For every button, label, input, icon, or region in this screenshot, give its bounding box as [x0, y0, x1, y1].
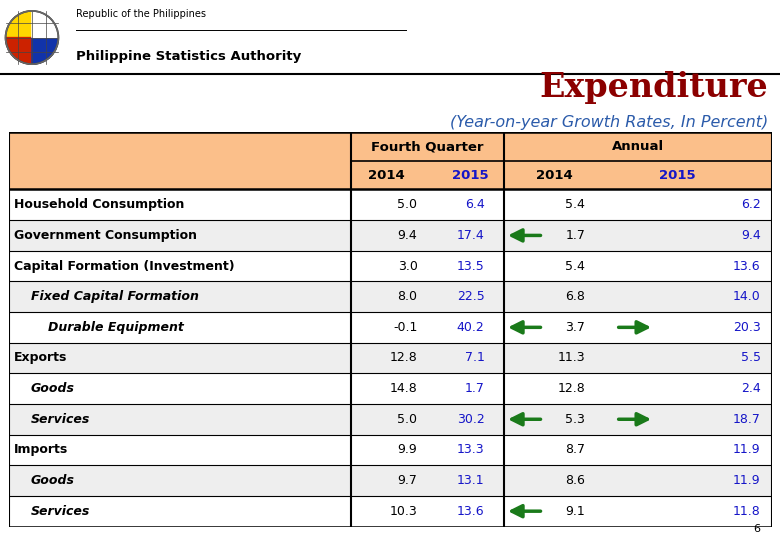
- Text: Capital Formation (Investment): Capital Formation (Investment): [14, 260, 235, 273]
- Text: 11.8: 11.8: [733, 505, 760, 518]
- Bar: [9, 251, 772, 281]
- Text: 5.4: 5.4: [566, 198, 585, 211]
- Text: 14.0: 14.0: [733, 290, 760, 303]
- Text: 5.0: 5.0: [398, 413, 417, 426]
- Text: (Year-on-year Growth Rates, In Percent): (Year-on-year Growth Rates, In Percent): [450, 116, 768, 131]
- Text: 11.9: 11.9: [733, 474, 760, 487]
- Text: -0.1: -0.1: [393, 321, 417, 334]
- Text: 3.0: 3.0: [398, 260, 417, 273]
- Text: 7.1: 7.1: [465, 352, 484, 365]
- Text: 30.2: 30.2: [457, 413, 484, 426]
- Text: 2014: 2014: [368, 168, 405, 181]
- Text: Services: Services: [30, 413, 90, 426]
- Bar: [9, 190, 772, 220]
- Text: 6.2: 6.2: [741, 198, 760, 211]
- Text: 13.6: 13.6: [457, 505, 484, 518]
- Text: Annual: Annual: [612, 140, 664, 153]
- Text: 6: 6: [753, 523, 760, 534]
- Text: 5.5: 5.5: [741, 352, 760, 365]
- Text: 2015: 2015: [452, 168, 488, 181]
- Text: 12.8: 12.8: [558, 382, 585, 395]
- Bar: [9, 132, 772, 190]
- Text: Fixed Capital Formation: Fixed Capital Formation: [30, 290, 199, 303]
- Text: 11.3: 11.3: [558, 352, 585, 365]
- Text: 2.4: 2.4: [741, 382, 760, 395]
- Text: 11.9: 11.9: [733, 443, 760, 456]
- Text: 9.9: 9.9: [398, 443, 417, 456]
- Text: Republic of the Philippines: Republic of the Philippines: [76, 9, 207, 18]
- Text: 2014: 2014: [536, 168, 573, 181]
- Bar: [9, 404, 772, 435]
- Text: 13.6: 13.6: [733, 260, 760, 273]
- Text: 9.4: 9.4: [741, 229, 760, 242]
- Text: 40.2: 40.2: [457, 321, 484, 334]
- Wedge shape: [32, 38, 58, 64]
- Text: 9.1: 9.1: [566, 505, 585, 518]
- Wedge shape: [32, 11, 58, 38]
- Text: 8.6: 8.6: [566, 474, 585, 487]
- Wedge shape: [5, 38, 32, 64]
- Text: 5.4: 5.4: [566, 260, 585, 273]
- Text: 9.7: 9.7: [398, 474, 417, 487]
- Text: 10.3: 10.3: [390, 505, 417, 518]
- Text: 2015: 2015: [658, 168, 695, 181]
- Bar: [9, 281, 772, 312]
- Text: 3.7: 3.7: [566, 321, 585, 334]
- Text: Fourth Quarter: Fourth Quarter: [371, 140, 484, 153]
- Text: 8.0: 8.0: [398, 290, 417, 303]
- Text: Durable Equipment: Durable Equipment: [48, 321, 183, 334]
- Text: 1.7: 1.7: [566, 229, 585, 242]
- Text: 20.3: 20.3: [733, 321, 760, 334]
- Text: Imports: Imports: [14, 443, 68, 456]
- Text: Goods: Goods: [30, 474, 75, 487]
- Bar: [9, 343, 772, 373]
- Text: 6.8: 6.8: [566, 290, 585, 303]
- Bar: [9, 496, 772, 526]
- Text: 13.3: 13.3: [457, 443, 484, 456]
- Text: 6.4: 6.4: [465, 198, 484, 211]
- Text: Household Consumption: Household Consumption: [14, 198, 184, 211]
- Text: 13.1: 13.1: [457, 474, 484, 487]
- Text: 5.0: 5.0: [398, 198, 417, 211]
- Text: 18.7: 18.7: [733, 413, 760, 426]
- Text: Goods: Goods: [30, 382, 75, 395]
- Bar: [9, 373, 772, 404]
- Wedge shape: [5, 11, 32, 38]
- Text: 13.5: 13.5: [457, 260, 484, 273]
- Text: 12.8: 12.8: [390, 352, 417, 365]
- Text: 1.7: 1.7: [465, 382, 484, 395]
- Bar: [9, 435, 772, 465]
- Text: Philippine Statistics Authority: Philippine Statistics Authority: [76, 50, 302, 63]
- Text: Government Consumption: Government Consumption: [14, 229, 197, 242]
- Text: 5.3: 5.3: [566, 413, 585, 426]
- Text: 22.5: 22.5: [457, 290, 484, 303]
- Bar: [9, 220, 772, 251]
- Text: 14.8: 14.8: [390, 382, 417, 395]
- Bar: [9, 312, 772, 343]
- Bar: [9, 465, 772, 496]
- Text: 9.4: 9.4: [398, 229, 417, 242]
- Text: Expenditure: Expenditure: [540, 71, 768, 104]
- Text: 8.7: 8.7: [566, 443, 585, 456]
- Text: Exports: Exports: [14, 352, 67, 365]
- Text: Services: Services: [30, 505, 90, 518]
- Text: 17.4: 17.4: [457, 229, 484, 242]
